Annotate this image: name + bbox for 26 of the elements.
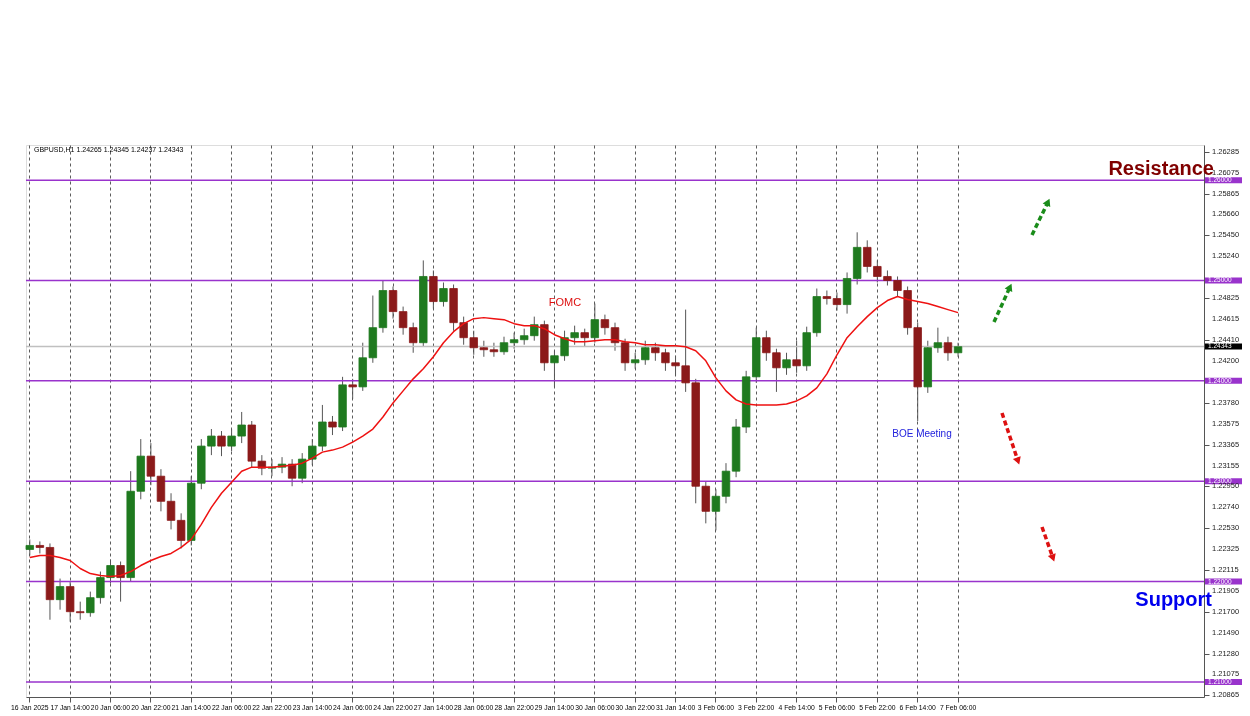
candlestick — [590, 303, 599, 344]
candlestick — [832, 292, 842, 312]
candlestick — [822, 290, 832, 306]
candlestick — [287, 458, 297, 487]
candlestick — [116, 561, 125, 603]
candlestick — [600, 314, 610, 336]
candlestick — [439, 282, 448, 308]
candlestick — [328, 415, 337, 436]
candlestick — [176, 512, 186, 549]
candlestick — [217, 430, 226, 457]
candlestick — [620, 338, 630, 372]
candlestick — [166, 492, 176, 530]
candlestick — [146, 442, 156, 486]
candlestick — [943, 336, 953, 362]
candlestick — [499, 336, 509, 356]
annotation: BOE Meeting — [892, 428, 952, 439]
annotation: FOMC — [548, 296, 582, 308]
candlestick — [55, 578, 65, 611]
candlestick — [792, 340, 801, 374]
candlestick — [711, 488, 721, 531]
candlestick — [580, 328, 589, 348]
candlestick — [348, 378, 357, 400]
candlestick — [35, 540, 45, 554]
candlestick — [388, 286, 398, 320]
candlestick — [953, 342, 963, 358]
candlestick — [782, 352, 791, 376]
